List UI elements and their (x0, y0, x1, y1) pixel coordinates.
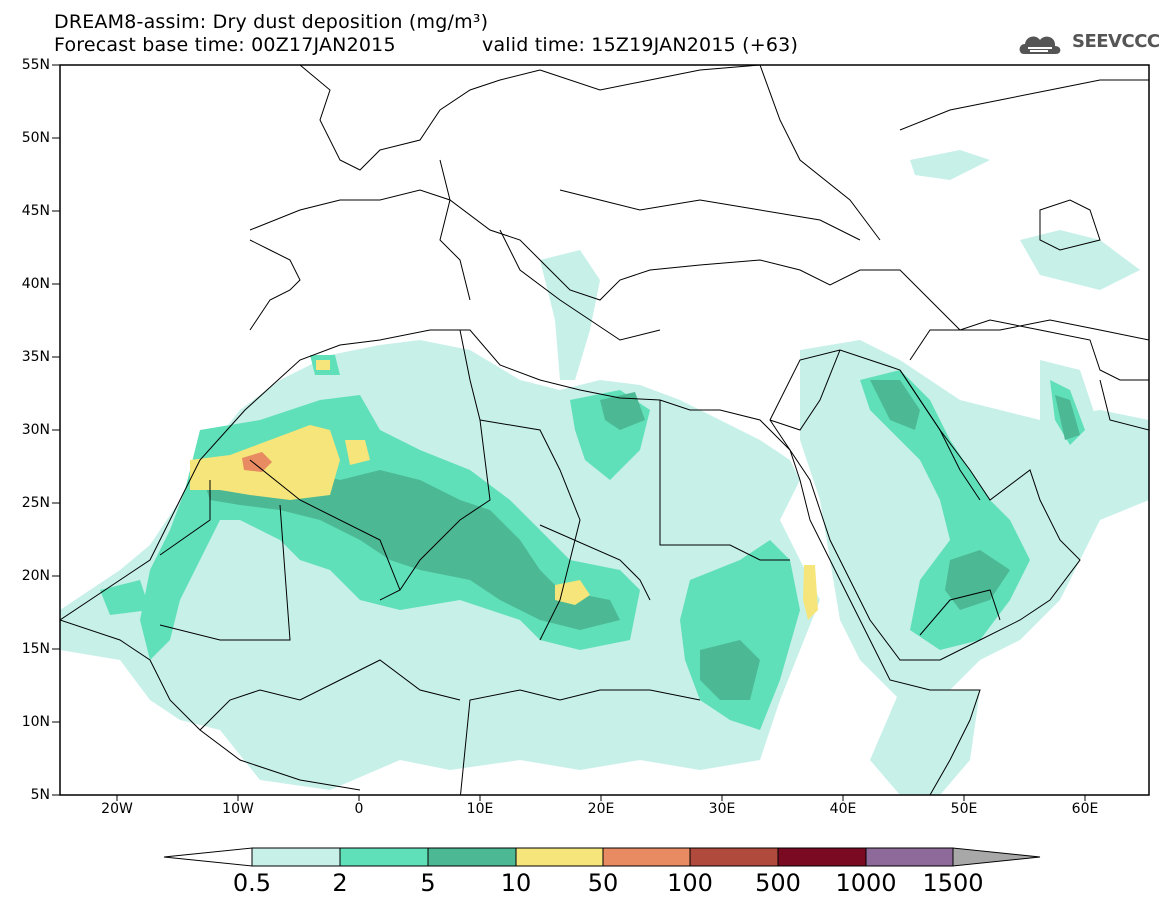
lat-label: 50N (21, 130, 50, 146)
colorbar-label: 2 (332, 869, 348, 897)
lat-label: 5N (30, 787, 50, 803)
coastlines (60, 65, 1149, 795)
colorbar-segment (777, 847, 867, 867)
lon-label: 50E (950, 801, 978, 817)
logo-text: SEEVCCC (1072, 31, 1160, 52)
colorbar-label: 100 (667, 869, 713, 897)
lon-label: 10W (222, 801, 254, 817)
lat-ticks (52, 64, 60, 796)
colorbar-segment (689, 847, 779, 867)
colorbar-segment (515, 847, 604, 867)
colorbar-high-arrow (952, 847, 1041, 867)
lat-label: 40N (21, 276, 50, 292)
colorbar-label: 0.5 (232, 869, 272, 897)
lon-ticks (116, 795, 1086, 801)
dust-contour-orange (242, 452, 272, 472)
lat-label: 45N (21, 203, 50, 219)
map-title: DREAM8-assim: Dry dust deposition (mg/m³… (54, 11, 489, 33)
lat-label: 20N (21, 568, 50, 584)
lat-label: 15N (21, 641, 50, 657)
lat-label: 55N (21, 57, 50, 73)
dust-contour-low (870, 690, 980, 795)
lat-label: 30N (21, 422, 50, 438)
dust-contour-high (945, 550, 1010, 610)
dust-field (60, 150, 1149, 795)
dust-contour-yellow (316, 360, 330, 370)
colorbar-segment (427, 847, 517, 867)
colorbar-label: 1500 (922, 869, 984, 897)
lat-label: 25N (21, 495, 50, 511)
dust-contour-low (540, 250, 600, 380)
dust-contour-low (1020, 230, 1140, 290)
lon-label: 0 (354, 801, 364, 817)
dust-contour-high (1055, 395, 1080, 440)
dust-contour-high (870, 380, 920, 430)
colorbar-label: 1000 (835, 869, 897, 897)
lat-label: 10N (21, 714, 50, 730)
forecast-base-time: Forecast base time: 00Z17JAN2015 (54, 34, 396, 56)
colorbar-label: 10 (500, 869, 532, 897)
colorbar-segment (251, 847, 341, 867)
lon-label: 20W (101, 801, 133, 817)
dust-contour-low (910, 150, 990, 180)
colorbar-low-arrow (163, 847, 253, 867)
dust-contour-yellow (345, 440, 370, 465)
lon-label: 60E (1071, 801, 1099, 817)
lon-label: 40E (829, 801, 857, 817)
colorbar-label: 50 (587, 869, 619, 897)
valid-time: valid time: 15Z19JAN2015 (+63) (482, 34, 799, 56)
colorbar-segment (339, 847, 429, 867)
colorbar-label: 5 (420, 869, 436, 897)
cloud-logo-icon (1019, 36, 1061, 54)
colorbar-segment (602, 847, 691, 867)
dust-contour-mid (100, 580, 150, 615)
dust-contour-high (600, 392, 645, 430)
dust-contour-high (700, 640, 760, 700)
dust-contour-yellow (803, 565, 818, 620)
colorbar (163, 847, 1041, 867)
colorbar-segment (865, 847, 954, 867)
colorbar-label: 500 (755, 869, 801, 897)
lon-label: 30E (708, 801, 736, 817)
lon-label: 20E (587, 801, 615, 817)
lat-label: 35N (21, 349, 50, 365)
lon-label: 10E (466, 801, 494, 817)
